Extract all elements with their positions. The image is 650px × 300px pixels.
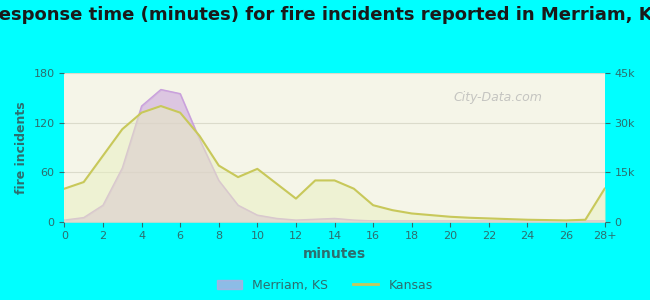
Text: City-Data.com: City-Data.com — [454, 91, 542, 104]
Legend: Merriam, KS, Kansas: Merriam, KS, Kansas — [213, 274, 437, 297]
X-axis label: minutes: minutes — [303, 247, 366, 261]
Y-axis label: fire incidents: fire incidents — [15, 101, 28, 194]
Text: Response time (minutes) for fire incidents reported in Merriam, KS: Response time (minutes) for fire inciden… — [0, 6, 650, 24]
